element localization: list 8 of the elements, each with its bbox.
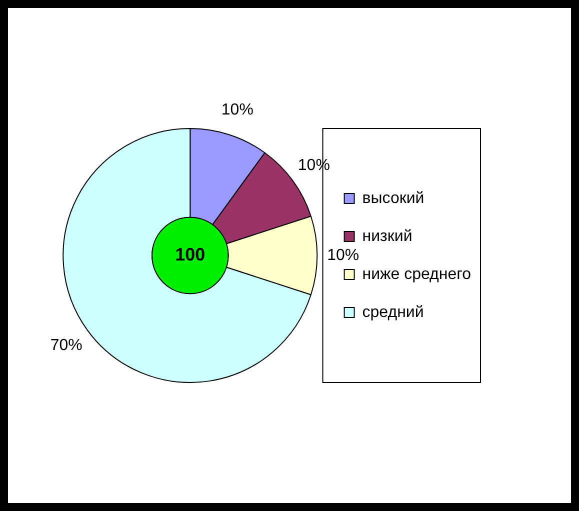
data-label: 10% — [327, 246, 360, 264]
legend-label: высокий — [362, 190, 424, 207]
text: 100 — [175, 244, 206, 264]
legend-label: низкий — [362, 228, 412, 245]
data-label: 10% — [221, 101, 254, 118]
legend-label: ниже среднего — [362, 266, 472, 283]
data-label: 70% — [50, 336, 82, 354]
legend-label: средний — [362, 304, 424, 321]
